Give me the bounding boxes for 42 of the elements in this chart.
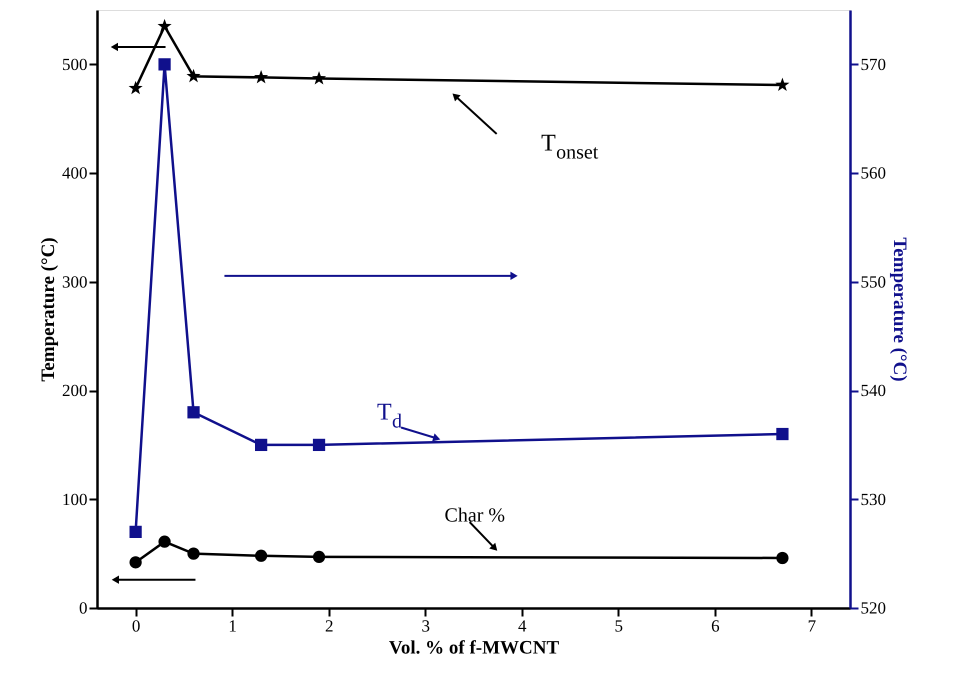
y-tick-label: 300 bbox=[62, 272, 88, 292]
point bbox=[129, 526, 142, 538]
y2-axis-title: Temperature (°C) bbox=[889, 237, 910, 382]
point bbox=[128, 80, 143, 94]
point bbox=[129, 556, 142, 568]
x-tick-label: 5 bbox=[614, 616, 624, 636]
x-tick-label: 1 bbox=[228, 616, 237, 636]
y2-tick-label: 530 bbox=[860, 490, 886, 509]
x-tick-label: 0 bbox=[132, 616, 140, 636]
x-tick-label: 7 bbox=[808, 616, 817, 636]
x-axis-title: Vol. % of f-MWCNT bbox=[388, 638, 560, 658]
point bbox=[775, 78, 790, 92]
series-label: Char % bbox=[444, 504, 506, 527]
y-axis-title: Temperature (°C) bbox=[38, 237, 59, 382]
point bbox=[186, 68, 201, 82]
point bbox=[776, 428, 789, 440]
point bbox=[158, 58, 171, 70]
point bbox=[158, 536, 171, 548]
point bbox=[254, 550, 268, 562]
x-tick-label: 6 bbox=[711, 616, 720, 636]
y-tick-label: 100 bbox=[62, 490, 88, 509]
x-tick-label: 2 bbox=[324, 616, 334, 636]
point bbox=[312, 550, 326, 564]
x-tick-label: 4 bbox=[518, 616, 528, 636]
y-tick-label: 200 bbox=[62, 381, 88, 400]
y-tick-label: 400 bbox=[62, 164, 88, 183]
y2-tick-label: 560 bbox=[860, 164, 886, 183]
y2-tick-label: 570 bbox=[860, 54, 886, 74]
point bbox=[312, 438, 326, 452]
point bbox=[254, 438, 268, 452]
x-tick-label: 3 bbox=[421, 616, 430, 636]
y2-tick-label: 540 bbox=[860, 381, 886, 400]
y2-tick-label: 550 bbox=[860, 272, 886, 292]
point bbox=[158, 18, 172, 32]
point bbox=[776, 552, 789, 564]
point bbox=[187, 548, 200, 560]
y2-tick-label: 520 bbox=[860, 598, 886, 618]
y-tick-label: 500 bbox=[62, 54, 88, 74]
point bbox=[254, 70, 268, 84]
y-tick-label: 0 bbox=[79, 598, 88, 618]
point bbox=[187, 406, 200, 418]
point bbox=[312, 71, 326, 85]
